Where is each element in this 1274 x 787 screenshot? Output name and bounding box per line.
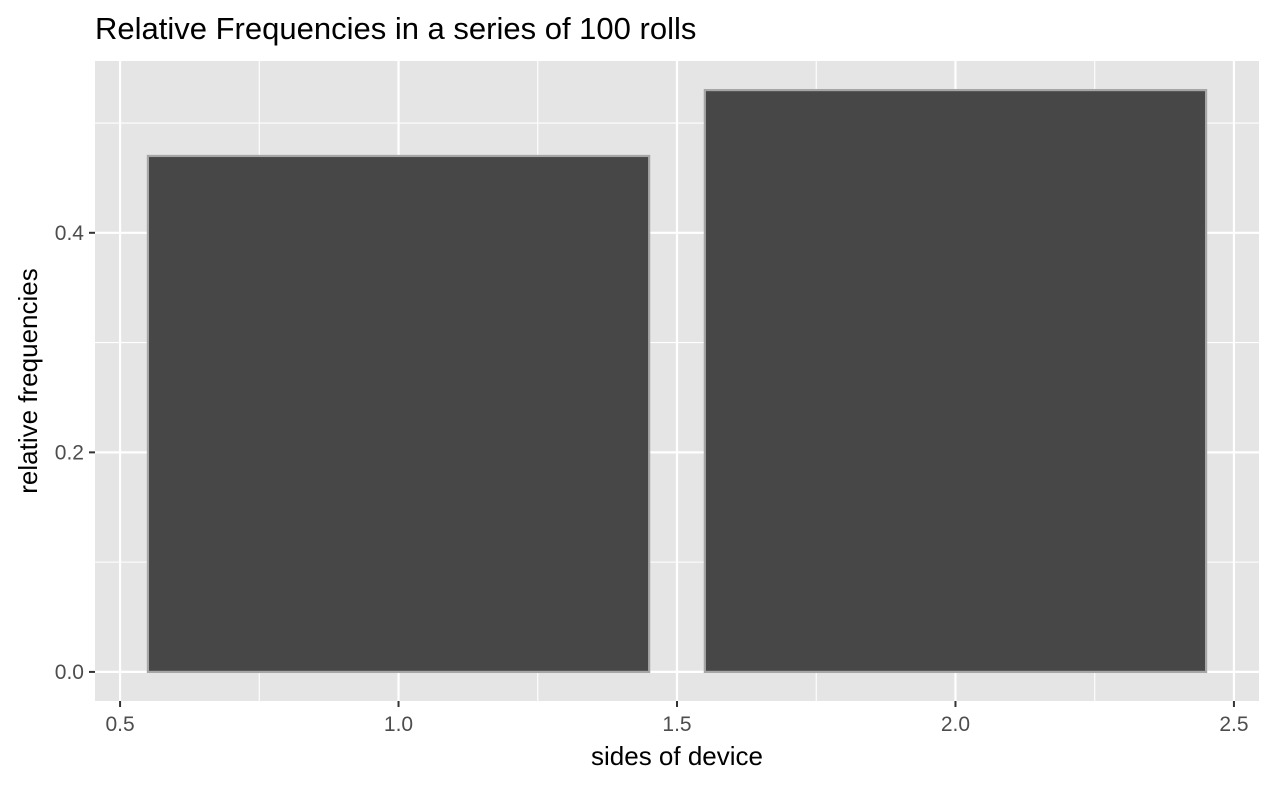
y-tick-label: 0.2 [55,441,84,464]
y-axis-title: relative frequencies [13,268,43,493]
x-axis-title: sides of device [591,741,763,771]
y-tick-label: 0.4 [55,222,85,245]
x-tick-label: 1.5 [662,713,691,736]
chart-title: Relative Frequencies in a series of 100 … [95,11,696,46]
x-tick-label: 2.5 [1219,713,1248,736]
y-tick-label: 0.0 [55,661,84,684]
x-axis-ticks: 0.5 1.0 1.5 2.0 2.5 [105,701,1249,736]
x-tick-label: 1.0 [384,713,413,736]
bar [703,88,1208,674]
bars [146,88,1208,674]
bar [146,154,651,674]
x-tick-label: 0.5 [105,713,134,736]
x-tick-label: 2.0 [941,713,970,736]
y-axis-ticks: 0.0 0.2 0.4 [55,222,95,684]
